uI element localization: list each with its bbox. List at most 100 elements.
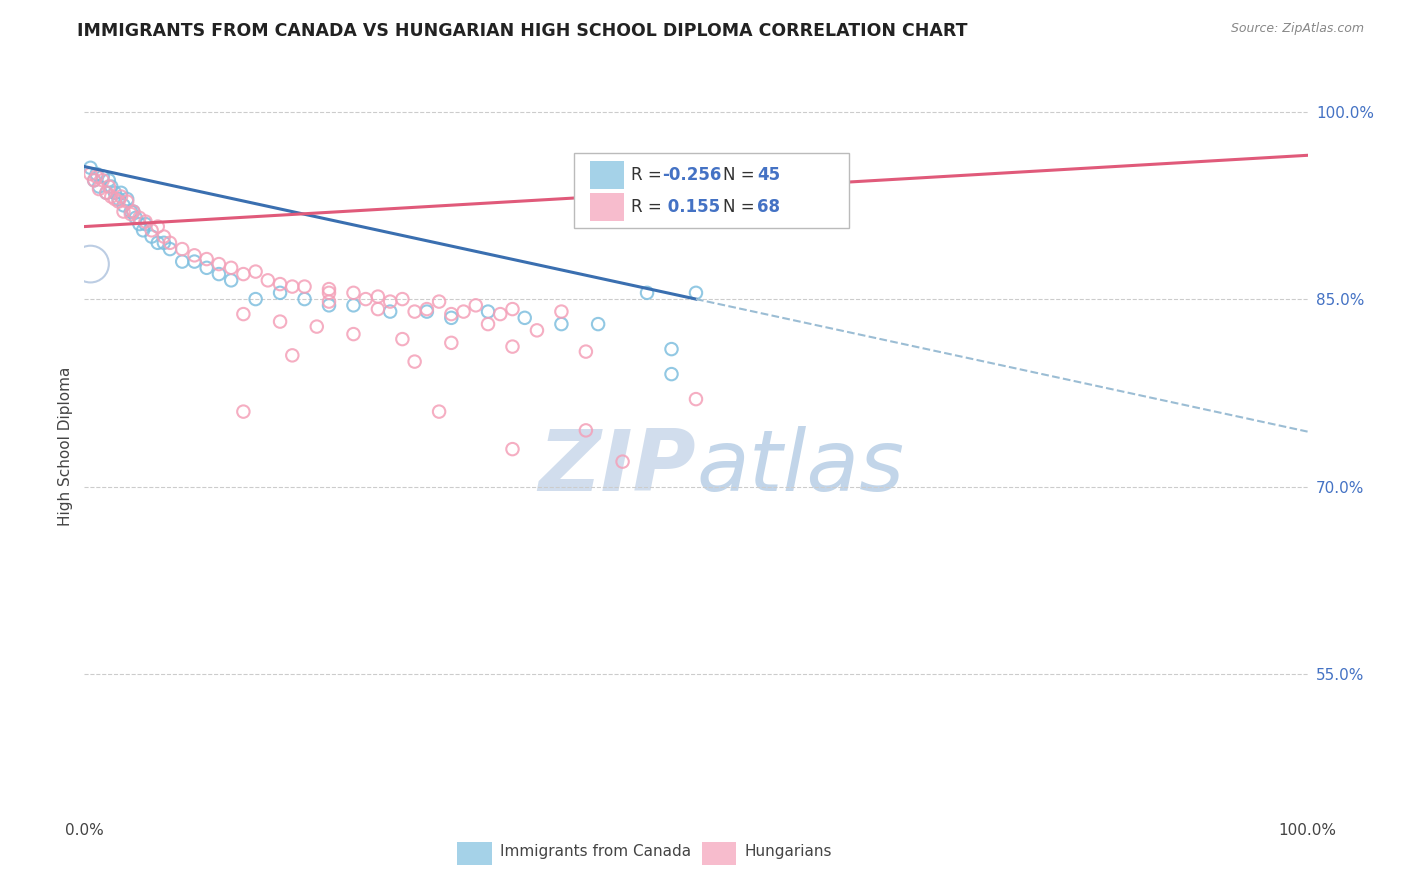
- Point: [112, 198, 135, 212]
- Point: [183, 248, 205, 262]
- Text: atlas: atlas: [696, 426, 904, 509]
- Text: ZIP: ZIP: [538, 426, 696, 509]
- Point: [575, 344, 598, 359]
- Point: [685, 392, 707, 406]
- Point: [159, 235, 181, 250]
- Point: [342, 285, 364, 300]
- Point: [318, 285, 340, 300]
- Point: [453, 304, 475, 318]
- Point: [125, 211, 148, 225]
- Point: [87, 182, 110, 196]
- Point: [146, 235, 169, 250]
- Point: [153, 229, 176, 244]
- Point: [86, 169, 108, 184]
- Point: [219, 260, 242, 275]
- Point: [513, 310, 536, 325]
- Point: [128, 211, 150, 225]
- Point: [367, 302, 389, 317]
- Point: [141, 223, 163, 237]
- Point: [245, 264, 267, 278]
- Point: [305, 319, 328, 334]
- Point: [342, 327, 364, 342]
- Text: 68: 68: [758, 198, 780, 216]
- Point: [153, 235, 176, 250]
- Point: [550, 317, 572, 331]
- Point: [97, 173, 120, 187]
- Point: [96, 186, 118, 200]
- Point: [489, 307, 512, 321]
- Point: [586, 317, 609, 331]
- Point: [232, 404, 254, 418]
- Point: [612, 455, 634, 469]
- Point: [342, 298, 364, 312]
- Point: [97, 179, 120, 194]
- Point: [354, 292, 377, 306]
- Point: [104, 186, 127, 200]
- Point: [135, 214, 157, 228]
- Point: [477, 304, 499, 318]
- Text: 45: 45: [758, 167, 780, 185]
- Text: Immigrants from Canada: Immigrants from Canada: [501, 845, 692, 860]
- Point: [636, 285, 658, 300]
- Point: [112, 204, 135, 219]
- Point: [391, 292, 413, 306]
- Point: [318, 298, 340, 312]
- Point: [232, 267, 254, 281]
- Point: [91, 173, 114, 187]
- Point: [91, 169, 114, 184]
- Point: [86, 167, 108, 181]
- Point: [83, 173, 105, 187]
- Point: [269, 315, 291, 329]
- Point: [440, 310, 463, 325]
- Point: [477, 317, 499, 331]
- Text: 0.155: 0.155: [662, 198, 720, 216]
- Point: [120, 204, 142, 219]
- Point: [219, 273, 242, 287]
- Point: [115, 192, 138, 206]
- Point: [146, 219, 169, 234]
- Point: [427, 294, 450, 309]
- Point: [104, 192, 127, 206]
- Point: [87, 179, 110, 194]
- Point: [380, 294, 402, 309]
- FancyBboxPatch shape: [589, 193, 624, 220]
- Point: [502, 442, 524, 457]
- Point: [245, 292, 267, 306]
- Text: Source: ZipAtlas.com: Source: ZipAtlas.com: [1230, 22, 1364, 36]
- Point: [122, 204, 145, 219]
- Point: [172, 254, 194, 268]
- Point: [183, 254, 205, 268]
- Point: [367, 289, 389, 303]
- Point: [122, 204, 145, 219]
- Point: [107, 194, 129, 209]
- Point: [427, 404, 450, 418]
- Point: [575, 423, 598, 437]
- Point: [208, 267, 231, 281]
- Point: [195, 260, 218, 275]
- Point: [281, 279, 304, 293]
- Point: [195, 252, 218, 266]
- Point: [440, 307, 463, 321]
- Point: [120, 207, 142, 221]
- Text: -0.256: -0.256: [662, 167, 721, 185]
- Point: [100, 179, 122, 194]
- Point: [318, 294, 340, 309]
- Text: R =: R =: [631, 198, 666, 216]
- Point: [110, 189, 132, 203]
- FancyBboxPatch shape: [574, 153, 849, 228]
- Y-axis label: High School Diploma: High School Diploma: [58, 367, 73, 525]
- Point: [141, 229, 163, 244]
- Text: N =: N =: [723, 167, 759, 185]
- Point: [404, 304, 426, 318]
- Point: [257, 273, 280, 287]
- Text: N =: N =: [723, 198, 759, 216]
- Point: [269, 285, 291, 300]
- Point: [79, 161, 101, 175]
- Point: [83, 173, 105, 187]
- Point: [110, 186, 132, 200]
- Point: [115, 194, 138, 209]
- Text: R =: R =: [631, 167, 666, 185]
- Point: [380, 304, 402, 318]
- Point: [502, 302, 524, 317]
- Point: [661, 367, 683, 381]
